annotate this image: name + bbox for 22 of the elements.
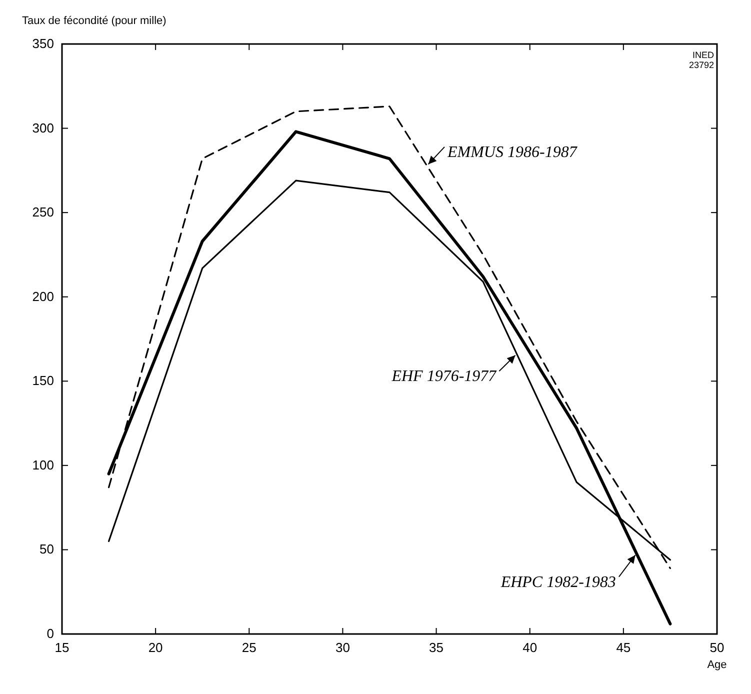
x-tick-label: 45 (616, 640, 631, 655)
x-tick-label: 20 (148, 640, 163, 655)
y-tick-label: 300 (32, 120, 54, 136)
x-axis-title: Age (707, 659, 727, 671)
y-tick-label: 100 (32, 457, 54, 472)
annotation: INED 23792 (688, 50, 714, 70)
x-tick-label: 50 (710, 640, 724, 655)
x-tick-label: 35 (429, 640, 444, 655)
x-tick-label: 40 (522, 640, 538, 655)
y-axis-title: Taux de fécondité (pour mille) (22, 15, 166, 27)
x-tick-label: 25 (242, 640, 256, 655)
x-tick-label: 30 (335, 640, 350, 655)
y-tick-label: 250 (32, 204, 54, 220)
legend-label: EHPC 1982-1983 (500, 574, 616, 591)
x-tick-label: 15 (54, 640, 70, 655)
y-tick-label: 150 (32, 373, 54, 388)
y-tick-label: 350 (32, 36, 54, 51)
y-tick-label: 50 (40, 542, 54, 557)
legend-label: EHF 1976-1977 (390, 368, 498, 386)
y-tick-label: 200 (32, 288, 54, 304)
y-tick-label: 0 (46, 626, 54, 641)
series-label: EMMUS 1986-1987 (446, 144, 578, 161)
